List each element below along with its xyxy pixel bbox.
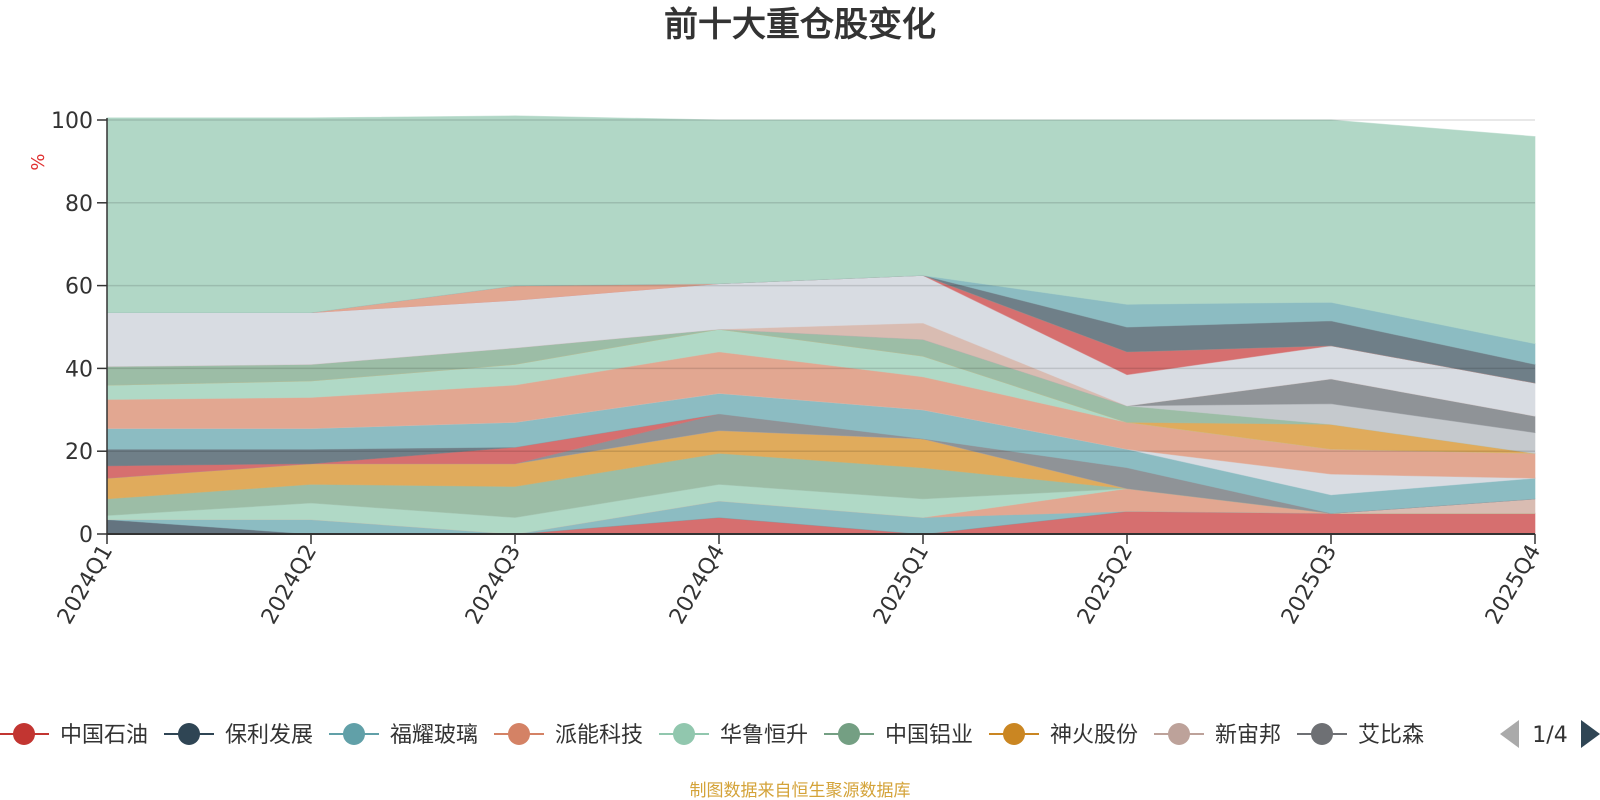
- chart-title: 前十大重仓股变化: [664, 5, 936, 45]
- legend-next-page-icon[interactable]: [1581, 720, 1600, 748]
- legend-page-indicator: 1/4: [1532, 723, 1567, 748]
- legend-label: 福耀玻璃: [390, 723, 478, 748]
- y-tick-label-3: 60: [65, 275, 93, 300]
- legend: 中国石油 保利发展 福耀玻璃 派能科技 华鲁恒升 中国铝业 神火股份 新宙邦 艾比森: [0, 723, 1424, 748]
- legend-label: 中国铝业: [885, 723, 973, 748]
- x-tick-label-3: 2024Q4: [665, 541, 730, 629]
- legend-marker-icon: [1311, 723, 1333, 745]
- legend-marker-icon: [1168, 723, 1190, 745]
- legend-item-4[interactable]: 派能科技: [494, 723, 643, 748]
- legend-label: 神火股份: [1050, 723, 1138, 748]
- legend-label: 派能科技: [555, 723, 643, 748]
- y-tick-label-0: 0: [79, 523, 93, 548]
- y-tick-label-5: 100: [51, 109, 93, 134]
- legend-items: 中国石油 保利发展 福耀玻璃 派能科技 华鲁恒升 中国铝业 神火股份 新宙邦 艾比森: [0, 723, 1424, 748]
- x-tick-labels: 2024Q1 2024Q2 2024Q3 2024Q4 2025Q1 2025Q2 2025…: [53, 541, 1546, 629]
- legend-label: 中国石油: [60, 723, 148, 748]
- data-source-note: 制图数据来自恒生聚源数据库: [690, 781, 911, 800]
- legend-item-7[interactable]: 神火股份: [989, 723, 1138, 748]
- area-series-26: [106, 115, 1536, 345]
- x-tick-label-6: 2025Q3: [1277, 541, 1342, 629]
- y-tick-labels: 0 20 40 60 80 100: [51, 109, 93, 548]
- x-tick-label-5: 2025Q2: [1073, 541, 1138, 629]
- legend-item-2[interactable]: 保利发展: [164, 723, 313, 748]
- legend-marker-icon: [13, 723, 35, 745]
- y-tick-label-4: 80: [65, 192, 93, 217]
- axes: [97, 118, 1536, 544]
- legend-item-1[interactable]: 中国石油: [0, 723, 148, 748]
- legend-label: 华鲁恒升: [720, 723, 808, 748]
- legend-item-9[interactable]: 艾比森: [1297, 723, 1424, 748]
- x-tick-label-0: 2024Q1: [53, 541, 118, 629]
- legend-marker-icon: [343, 723, 365, 745]
- y-axis-unit: %: [28, 153, 49, 170]
- legend-marker-icon: [178, 723, 200, 745]
- legend-label: 艾比森: [1358, 723, 1424, 748]
- area-layers: [106, 115, 1536, 535]
- x-tick-label-1: 2024Q2: [257, 541, 322, 629]
- legend-item-5[interactable]: 华鲁恒升: [659, 723, 808, 748]
- x-tick-label-4: 2025Q1: [869, 541, 934, 629]
- x-tick-label-7: 2025Q4: [1481, 541, 1546, 629]
- grid-lines: [107, 119, 1535, 452]
- y-tick-label-1: 20: [65, 440, 93, 465]
- legend-item-6[interactable]: 中国铝业: [824, 723, 973, 748]
- legend-label: 保利发展: [225, 723, 313, 748]
- y-tick-label-2: 40: [65, 357, 93, 382]
- legend-marker-icon: [1003, 723, 1025, 745]
- legend-marker-icon: [508, 723, 530, 745]
- legend-marker-icon: [673, 723, 695, 745]
- legend-marker-icon: [838, 723, 860, 745]
- x-tick-label-2: 2024Q3: [461, 541, 526, 629]
- legend-prev-page-icon[interactable]: [1500, 720, 1519, 748]
- legend-pager: 1/4: [1500, 720, 1600, 748]
- legend-label: 新宙邦: [1215, 723, 1281, 748]
- legend-item-3[interactable]: 福耀玻璃: [329, 723, 478, 748]
- legend-item-8[interactable]: 新宙邦: [1154, 723, 1281, 748]
